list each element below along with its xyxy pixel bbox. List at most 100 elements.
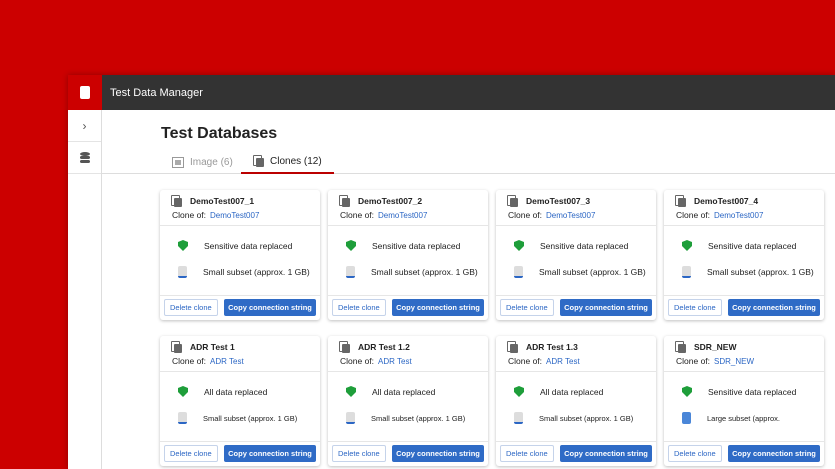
- data-status: All data replaced: [372, 386, 436, 397]
- delete-clone-button[interactable]: Delete clone: [332, 299, 386, 316]
- delete-clone-button[interactable]: Delete clone: [668, 299, 722, 316]
- divider: [328, 441, 488, 442]
- clone-name: DemoTest007_4: [694, 196, 759, 206]
- tab-label: Image (6): [190, 156, 233, 168]
- subset-size-icon: [346, 266, 355, 278]
- divider: [664, 225, 824, 226]
- expand-sidebar-chevron-icon[interactable]: ›: [68, 110, 101, 142]
- data-status: Sensitive data replaced: [204, 240, 293, 251]
- subset-size-icon: [514, 266, 523, 278]
- divider: [160, 295, 320, 296]
- data-status: Sensitive data replaced: [540, 240, 629, 251]
- clone-name: ADR Test 1.2: [358, 342, 410, 352]
- delete-clone-button[interactable]: Delete clone: [164, 445, 218, 462]
- divider: [328, 371, 488, 372]
- delete-clone-button[interactable]: Delete clone: [500, 299, 554, 316]
- source-image-link[interactable]: DemoTest007: [378, 211, 428, 220]
- database-icon[interactable]: [68, 142, 101, 174]
- clone-of-label: Clone of:: [340, 356, 375, 366]
- delete-clone-button[interactable]: Delete clone: [332, 445, 386, 462]
- shield-check-icon: [346, 240, 356, 251]
- data-status: All data replaced: [540, 386, 604, 397]
- divider: [160, 441, 320, 442]
- clone-of-label: Clone of:: [508, 210, 543, 220]
- clone-of-label: Clone of:: [508, 356, 543, 366]
- copy-connection-string-button[interactable]: Copy connection string: [560, 445, 652, 462]
- source-image-link[interactable]: ADR Test: [210, 357, 244, 366]
- page-title: Test Databases: [161, 125, 278, 142]
- subset-status: Small subset (approx. 1 GB): [203, 267, 310, 277]
- source-image-link[interactable]: ADR Test: [378, 357, 412, 366]
- tab-bar: Image (6) Clones (12): [102, 150, 835, 174]
- app-logo-icon[interactable]: [68, 75, 102, 110]
- clone-icon: [171, 195, 182, 207]
- shield-check-icon: [178, 386, 188, 397]
- copy-connection-string-button[interactable]: Copy connection string: [224, 299, 316, 316]
- clone-of-label: Clone of:: [676, 210, 711, 220]
- copy-connection-string-button[interactable]: Copy connection string: [392, 445, 484, 462]
- divider: [496, 225, 656, 226]
- subset-status: Small subset (approx. 1 GB): [707, 267, 814, 277]
- tab-label: Clones (12): [270, 155, 322, 167]
- divider: [328, 225, 488, 226]
- divider: [160, 225, 320, 226]
- source-image-link[interactable]: DemoTest007: [210, 211, 260, 220]
- divider: [496, 441, 656, 442]
- app-title: Test Data Manager: [110, 87, 203, 99]
- clone-icon: [675, 195, 686, 207]
- tab-image[interactable]: Image (6): [160, 150, 245, 174]
- clone-card: ADR Test 1.2 Clone of: ADR Test All data …: [328, 336, 488, 466]
- copy-connection-string-button[interactable]: Copy connection string: [560, 299, 652, 316]
- subset-status: Large subset (approx.: [707, 413, 780, 423]
- clone-name: DemoTest007_3: [526, 196, 591, 206]
- clone-icon: [507, 341, 518, 353]
- clone-name: SDR_NEW: [694, 342, 737, 352]
- tab-clones[interactable]: Clones (12): [241, 150, 334, 174]
- copy-connection-string-button[interactable]: Copy connection string: [728, 299, 820, 316]
- subset-size-icon: [178, 412, 187, 424]
- source-image-link[interactable]: SDR_NEW: [714, 357, 755, 366]
- clone-card: ADR Test 1.3 Clone of: ADR Test All data …: [496, 336, 656, 466]
- delete-clone-button[interactable]: Delete clone: [668, 445, 722, 462]
- shield-check-icon: [682, 386, 692, 397]
- clone-card: DemoTest007_1 Clone of: DemoTest007 Sensi…: [160, 190, 320, 320]
- data-status: Sensitive data replaced: [708, 386, 797, 397]
- subset-status: Small subset (approx. 1 GB): [539, 267, 646, 277]
- copy-connection-string-button[interactable]: Copy connection string: [392, 299, 484, 316]
- clones-icon: [253, 155, 264, 167]
- source-image-link[interactable]: DemoTest007: [546, 211, 596, 220]
- data-status: Sensitive data replaced: [708, 240, 797, 251]
- divider: [664, 295, 824, 296]
- subset-size-icon: [682, 412, 691, 424]
- source-image-link[interactable]: DemoTest007: [714, 211, 764, 220]
- clone-of-label: Clone of:: [340, 210, 375, 220]
- sidebar: ›: [68, 110, 102, 469]
- clone-name: ADR Test 1.3: [526, 342, 578, 352]
- delete-clone-button[interactable]: Delete clone: [164, 299, 218, 316]
- divider: [496, 371, 656, 372]
- clone-name: DemoTest007_2: [358, 196, 423, 206]
- copy-connection-string-button[interactable]: Copy connection string: [224, 445, 316, 462]
- main-content: Test Databases Image (6) Clones (12) Dem…: [102, 110, 835, 469]
- clone-card: DemoTest007_3 Clone of: DemoTest007 Sensi…: [496, 190, 656, 320]
- shield-check-icon: [178, 240, 188, 251]
- subset-status: Small subset (approx. 1 GB): [203, 413, 298, 423]
- clone-icon: [507, 195, 518, 207]
- shield-check-icon: [514, 386, 524, 397]
- clone-of-label: Clone of:: [172, 210, 207, 220]
- copy-connection-string-button[interactable]: Copy connection string: [728, 445, 820, 462]
- clone-icon: [675, 341, 686, 353]
- source-image-link[interactable]: ADR Test: [546, 357, 580, 366]
- divider: [664, 441, 824, 442]
- data-status: All data replaced: [204, 386, 268, 397]
- subset-size-icon: [178, 266, 187, 278]
- data-status: Sensitive data replaced: [372, 240, 461, 251]
- clone-name: ADR Test 1: [190, 342, 235, 352]
- delete-clone-button[interactable]: Delete clone: [500, 445, 554, 462]
- subset-status: Small subset (approx. 1 GB): [371, 413, 466, 423]
- clone-of-label: Clone of:: [172, 356, 207, 366]
- clone-icon: [339, 341, 350, 353]
- clone-card: SDR_NEW Clone of: SDR_NEW Sensitive data …: [664, 336, 824, 466]
- clone-icon: [171, 341, 182, 353]
- clone-name: DemoTest007_1: [190, 196, 255, 206]
